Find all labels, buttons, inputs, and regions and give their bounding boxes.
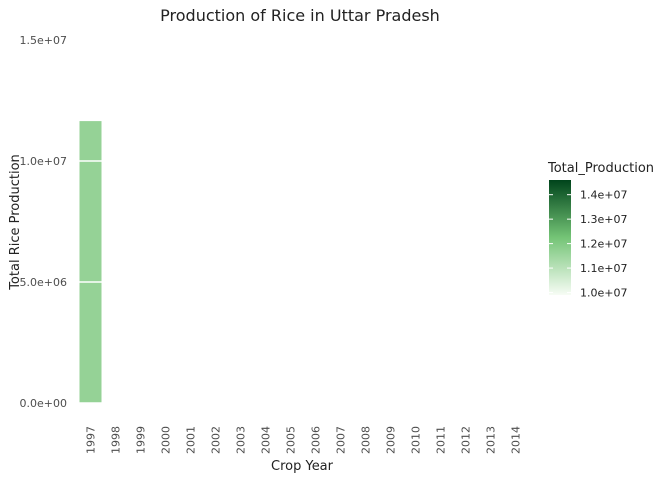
x-tick-label: 1997 bbox=[85, 426, 98, 454]
y-tick-label: 5.0e+06 bbox=[20, 276, 67, 289]
legend-colorbar bbox=[549, 180, 571, 295]
plot-area: 0.0e+00 5.0e+06 1.0e+07 1.5e+07 1997 1998 1999… bbox=[20, 34, 528, 454]
y-tick-label: 1.0e+07 bbox=[20, 155, 67, 168]
x-tick-label: 1999 bbox=[135, 426, 148, 454]
legend-tick-label: 1.0e+07 bbox=[580, 287, 627, 300]
x-tick-label: 2007 bbox=[335, 426, 348, 454]
x-tick-label: 2010 bbox=[410, 426, 423, 454]
x-tick-label: 2013 bbox=[485, 426, 498, 454]
x-tick-label: 2005 bbox=[285, 426, 298, 454]
x-tick-label: 2008 bbox=[360, 426, 373, 454]
x-tick-label: 2014 bbox=[510, 426, 523, 454]
x-tick-label: 2012 bbox=[460, 426, 473, 454]
x-axis-label: Crop Year bbox=[271, 459, 334, 474]
x-tick-label: 2006 bbox=[310, 426, 323, 454]
x-tick-label: 2001 bbox=[185, 426, 198, 454]
legend-tick-label: 1.3e+07 bbox=[580, 213, 627, 226]
y-axis-label: Total Rice Production bbox=[8, 154, 23, 291]
x-tick-label: 2000 bbox=[160, 426, 173, 454]
chart-title: Production of Rice in Uttar Pradesh bbox=[160, 6, 440, 25]
x-tick-label: 2009 bbox=[385, 426, 398, 454]
legend-ticks: 1.0e+07 1.1e+07 1.2e+07 1.3e+07 1.4e+07 bbox=[549, 189, 627, 300]
legend: Total_Production 1.0e+071.1e+071.2e+071.… bbox=[547, 161, 654, 300]
y-tick-label: 1.5e+07 bbox=[20, 34, 67, 47]
y-tick-label: 0.0e+00 bbox=[20, 397, 67, 410]
bar-1997 bbox=[79, 121, 102, 403]
legend-title: Total_Production bbox=[547, 161, 654, 176]
x-tick-label: 2003 bbox=[235, 426, 248, 454]
legend-tick-label: 1.2e+07 bbox=[580, 238, 627, 251]
legend-tick-label: 1.4e+07 bbox=[580, 189, 627, 202]
legend-tick-label: 1.1e+07 bbox=[580, 262, 627, 275]
x-tick-label: 2004 bbox=[260, 426, 273, 454]
x-tick-label: 1998 bbox=[110, 426, 123, 454]
x-tick-label: 2011 bbox=[435, 426, 448, 454]
x-tick-label: 2002 bbox=[210, 426, 223, 454]
